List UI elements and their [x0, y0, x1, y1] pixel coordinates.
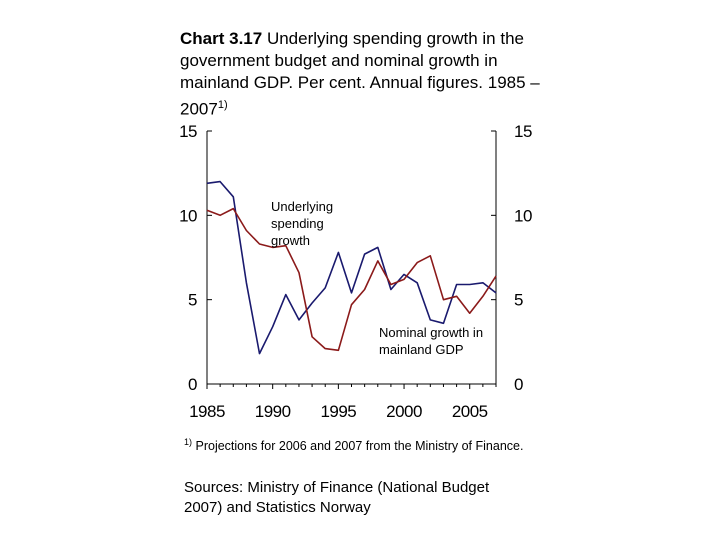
- footnote: 1) Projections for 2006 and 2007 from th…: [184, 434, 524, 454]
- y-tick-label-left: 15: [179, 122, 197, 141]
- x-tick-label: 1985: [189, 402, 225, 421]
- series-lines: [206, 180, 497, 355]
- chart-title-sup: 1): [217, 99, 228, 111]
- ticks: [206, 130, 497, 389]
- y-tick-label-left: 10: [179, 206, 197, 225]
- y-tick-label-right: 10: [514, 206, 532, 225]
- chart-svg: 15 10 5 0 15 10 5 0 1985 1990 1995 2000 2005 Underly…: [179, 122, 532, 421]
- footnote-marker: 1): [184, 437, 193, 447]
- tick-labels: 15 10 5 0 15 10 5 0 1985 1990 1995 2000 2005: [179, 122, 532, 421]
- x-tick-label: 1990: [255, 402, 291, 421]
- annotation-spending: spending: [271, 216, 324, 231]
- series-line-spending: [206, 180, 497, 355]
- y-tick-label-right: 15: [514, 122, 532, 141]
- footnote-text: Projections for 2006 and 2007 from the M…: [195, 439, 524, 454]
- x-tick-label: 1995: [320, 402, 356, 421]
- y-tick-label-left: 0: [188, 375, 197, 394]
- chart-title: Chart 3.17 Underlying spending growth in…: [180, 28, 560, 121]
- annotation-spending: growth: [271, 233, 310, 248]
- x-tick-label: 2000: [386, 402, 422, 421]
- series-line-gdp: [206, 207, 497, 352]
- annotations: Underlying spending growth Nominal growth i…: [271, 199, 483, 357]
- y-tick-label-left: 5: [188, 291, 197, 310]
- sources: Sources: Ministry of Finance (National B…: [184, 479, 490, 516]
- annotation-gdp: Nominal growth in: [379, 325, 483, 340]
- y-tick-label-right: 5: [514, 291, 523, 310]
- x-tick-label: 2005: [452, 402, 488, 421]
- chart-title-label: Chart 3.17: [180, 29, 263, 48]
- chart-title-text: Underlying spending growth in the govern…: [180, 29, 540, 119]
- y-tick-label-right: 0: [514, 375, 523, 394]
- annotation-spending: Underlying: [271, 199, 333, 214]
- annotation-gdp: mainland GDP: [379, 342, 464, 357]
